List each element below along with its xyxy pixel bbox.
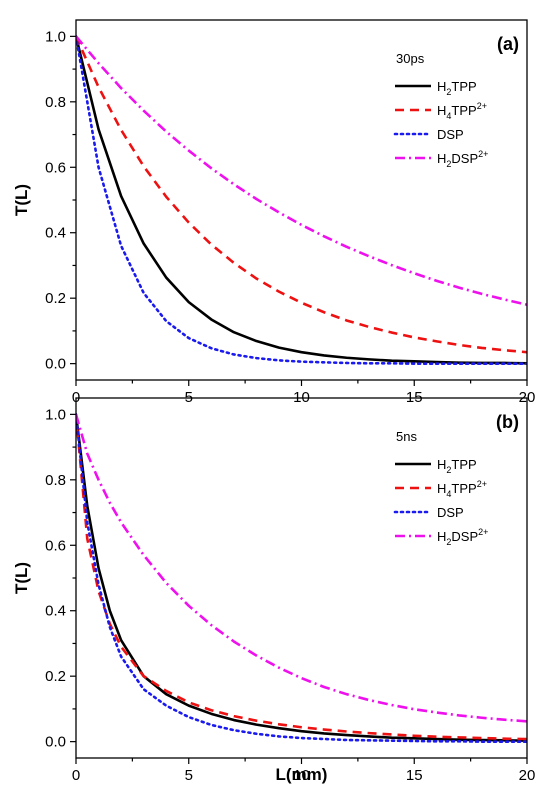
y-tick-label: 0.0 [45,734,66,751]
legend-label: H2DSP2+ [437,149,488,169]
series-line-dsp [76,413,527,743]
y-tick-label: 0.4 [45,225,66,242]
y-axis-title: T(L) [12,184,31,216]
legend-title: 5ns [396,429,417,444]
legend-label: DSP [437,127,464,142]
x-tick-label: 0 [72,767,80,784]
y-tick-label: 1.0 [45,28,66,45]
y-tick-label: 0.6 [45,537,66,554]
y-tick-label: 0.8 [45,472,66,489]
series-line-h4tpp2- [76,414,527,741]
chart-panel-b: 0 5 10 15 20 0.0 0.2 0.4 0.6 0.8 1.0 T(L) L(mm) (b) 5n… [12,397,536,784]
chart-panel-a: 0 5 10 15 200.00.20.40.60.81.0T(L)(a)30psH2T… [12,19,535,406]
y-tick-label: 0.2 [45,290,66,307]
y-axis-title: T(L) [12,562,31,594]
legend-label: H4TPP2+ [437,479,487,499]
series-line-h4tpp2- [76,35,527,354]
x-tick-label: 5 [185,767,193,784]
legend-label: H2DSP2+ [437,527,488,547]
x-axis-title: L(mm) [276,765,328,784]
legend-label: H2TPP [437,457,477,475]
plot-frame [75,397,528,759]
y-tick-label: 0.2 [45,668,66,685]
series-line-h2dsp2- [76,35,527,306]
y-tick-label: 0.0 [45,356,66,373]
series-line-h2tpp [76,36,527,365]
series-line-h2tpp [76,414,527,742]
legend: 30ps H2TPP H4TPP2+ DSP H2DSP2+ [393,51,488,169]
series-line-h2dsp2- [76,414,527,723]
legend-label: H2TPP [437,79,477,97]
panel-label: (b) [496,412,519,432]
x-tick-label: 20 [519,767,536,784]
x-tick-label: 15 [406,767,423,784]
x-tick-label: 10 [293,767,310,784]
legend: 5ns H2TPP H4TPP2+ DSP H2DSP2+ [393,429,488,547]
legend-label: DSP [437,505,464,520]
legend-title: 30ps [396,51,425,66]
y-tick-label: 0.4 [45,603,66,620]
legend-label: H4TPP2+ [437,101,487,121]
y-tick-label: 0.6 [45,159,66,176]
plot-frame [75,19,528,381]
series-line-dsp [76,35,527,365]
panel-label: (a) [497,34,519,54]
y-tick-label: 1.0 [45,406,66,423]
y-tick-label: 0.8 [45,94,66,111]
